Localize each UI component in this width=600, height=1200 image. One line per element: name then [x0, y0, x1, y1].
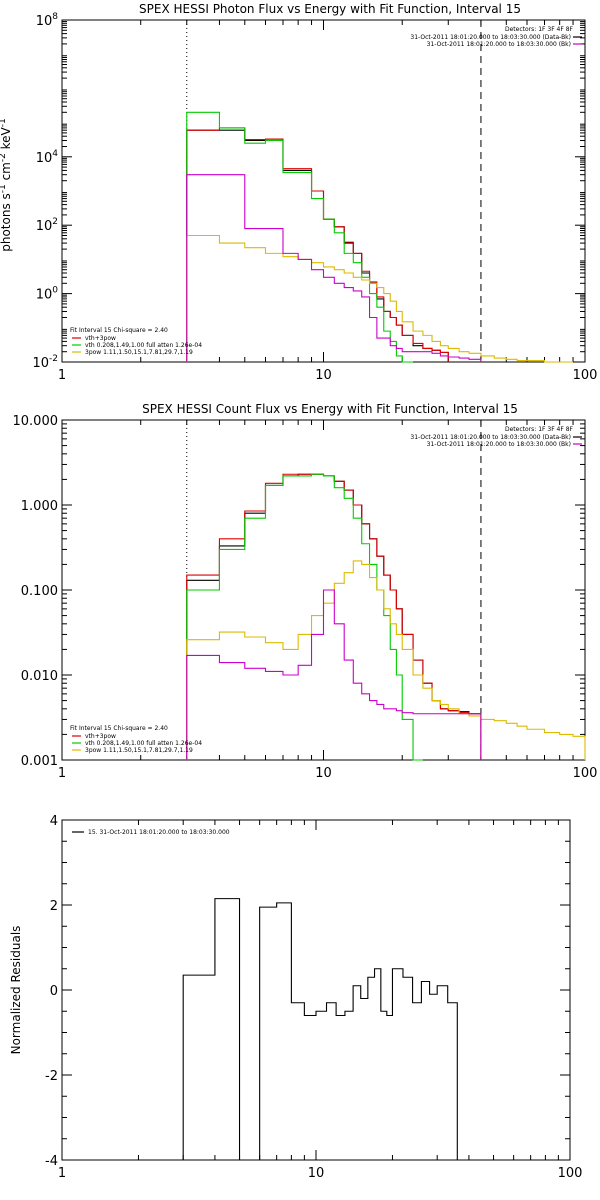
- residuals-y-label: Normalized Residuals: [9, 926, 23, 1055]
- legend-entry-label: vth+3pow: [85, 733, 116, 740]
- legend-entry-label: 3pow 1.11,1.50,15.1,7.81,29.7,1.19: [85, 747, 193, 754]
- series-vth: [186, 473, 423, 761]
- photon-flux-panel: SPEX HESSI Photon Flux vs Energy with Fi…: [0, 2, 597, 383]
- plot-frame: [61, 819, 571, 1161]
- x-tick-label: 100: [558, 1166, 583, 1181]
- y-tick-label: 104: [36, 149, 59, 166]
- legend-header: Fit Interval 15 Chi-square = 2.40: [70, 725, 168, 732]
- series-residuals: [182, 898, 469, 1161]
- x-tick-label: 100: [573, 368, 598, 383]
- legend-entry-label: vth 0.208,1.49,1.00 full atten 1.26e-04: [85, 740, 202, 747]
- y-tick-label: 4: [50, 814, 58, 829]
- x-tick-label: 100: [573, 766, 598, 781]
- y-tick-label: 0.100: [21, 584, 58, 599]
- x-tick-label: 1: [58, 766, 66, 781]
- y-tick-label: 10-2: [32, 354, 58, 371]
- legend-entry-label: 31-Oct-2011 18:01:20.000 to 18:03:30.000…: [410, 34, 571, 41]
- y-tick-label: 0: [50, 984, 58, 999]
- y-tick-label: 108: [36, 12, 59, 29]
- x-tick-label: 10: [315, 368, 332, 383]
- legend-entry-label: vth+3pow: [85, 335, 116, 342]
- series-bk: [186, 174, 482, 362]
- legend-header: Detectors: 1F 3F 4F 8F: [505, 26, 574, 33]
- y-tick-label: 102: [36, 217, 58, 234]
- y-tick-label: 10.000: [13, 414, 59, 429]
- series-3pow: [186, 560, 586, 760]
- y-tick-label: 100: [36, 286, 59, 303]
- legend-entry-label: 31-Oct-2011 18:01:20.000 to 18:03:30.000…: [427, 441, 571, 448]
- legend-entry-label: 31-Oct-2011 18:01:20.000 to 18:03:30.000…: [410, 434, 571, 441]
- count-flux-panel: SPEX HESSI Count Flux vs Energy with Fit…: [13, 402, 598, 781]
- series-bk: [186, 589, 482, 760]
- series-vth-3pow: [186, 127, 449, 362]
- y-tick-label: 0.010: [21, 669, 58, 684]
- x-tick-label: 1: [58, 368, 66, 383]
- x-tick-label: 10: [315, 766, 332, 781]
- x-tick-label: 1: [58, 1166, 66, 1181]
- legend-entry-label: 3pow 1.11,1.50,15.1,7.81,29.7,1.19: [85, 349, 193, 356]
- residuals-panel: Normalized Residuals 1 10 100 4 2 0 -2 -4 15. 31…: [9, 814, 582, 1181]
- legend-entry-label: vth 0.208,1.49,1.00 full atten 1.26e-04: [85, 342, 202, 349]
- legend-entry-label: 15. 31-Oct-2011 18:01:20.000 to 18:03:30…: [88, 829, 230, 836]
- y-tick-label: 2: [50, 899, 58, 914]
- series--data-bk-: [186, 129, 449, 362]
- legend-entry-label: 31-Oct-2011 18:01:20.000 to 18:03:30.000…: [427, 41, 571, 48]
- y-tick-label: -2: [45, 1069, 58, 1084]
- x-tick-label: 10: [308, 1166, 325, 1181]
- legend-header: Detectors: 1F 3F 4F 8F: [505, 426, 574, 433]
- legend-header: Fit Interval 15 Chi-square = 2.40: [70, 327, 168, 334]
- y-tick-label: 0.001: [21, 754, 58, 769]
- count-flux-title: SPEX HESSI Count Flux vs Energy with Fit…: [142, 402, 518, 416]
- photon-flux-y-label: photons s-1 cm-2 keV-1: [0, 118, 13, 252]
- series-vth: [186, 111, 414, 363]
- y-tick-label: -4: [45, 1154, 58, 1169]
- photon-flux-title: SPEX HESSI Photon Flux vs Energy with Fi…: [139, 2, 521, 16]
- y-tick-label: 1.000: [21, 499, 58, 514]
